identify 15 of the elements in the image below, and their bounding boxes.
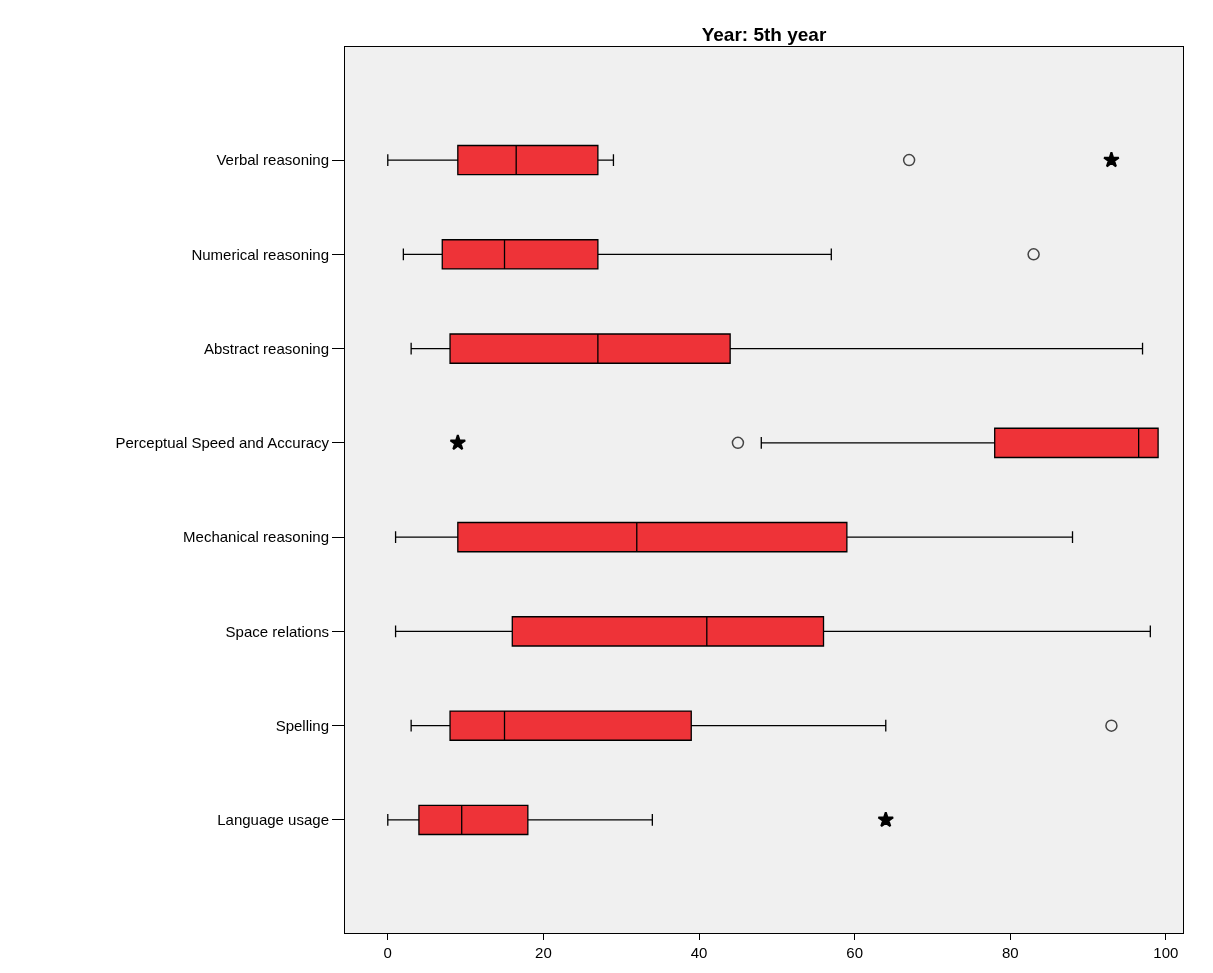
y-tick-label: Mechanical reasoning [183, 528, 329, 546]
chart-title: Year: 5th year [701, 23, 827, 45]
y-tick-label: Spelling [275, 716, 329, 734]
y-tick-label: Abstract reasoning [203, 339, 329, 357]
x-tick-label: 40 [690, 944, 708, 961]
y-tick-label: Perceptual Speed and Accuracy [115, 434, 330, 452]
y-tick-label: Numerical reasoning [191, 245, 329, 263]
y-tick-label: Language usage [217, 811, 329, 829]
x-tick-label: 0 [383, 944, 392, 961]
y-tick-label: Space relations [225, 622, 329, 640]
y-tick-label: Verbal reasoning [216, 151, 329, 169]
x-tick-label: 20 [535, 944, 552, 961]
x-tick-label: 100 [1153, 944, 1179, 961]
x-tick-label: 80 [1001, 944, 1019, 961]
x-tick-label: 60 [846, 944, 863, 961]
